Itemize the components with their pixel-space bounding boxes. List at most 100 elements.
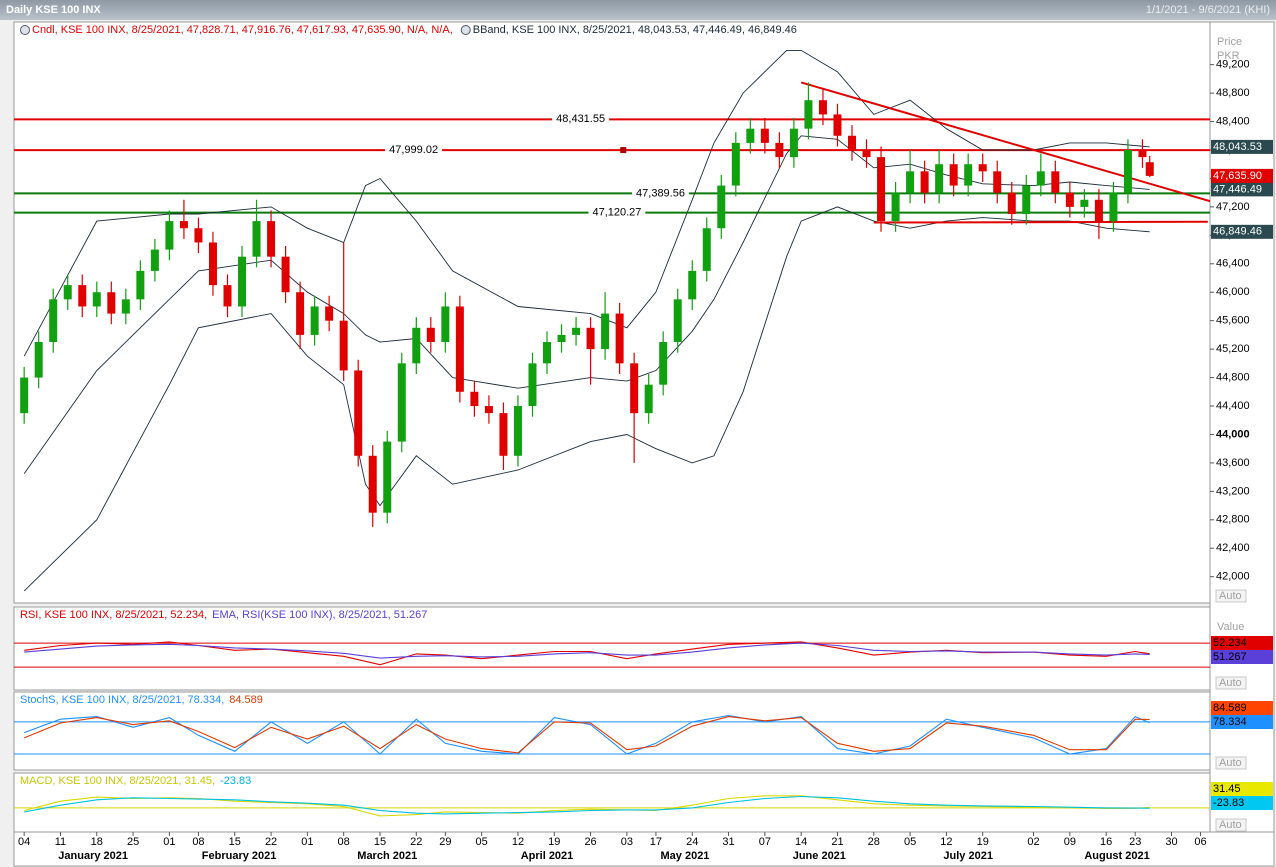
x-tick-label: 30: [1165, 836, 1177, 848]
close-value-label-bg: [1211, 168, 1273, 183]
x-tick-label: 09: [1064, 836, 1076, 848]
price-panel: [13, 21, 1211, 604]
legend-text: RSI, KSE 100 INX, 8/25/2021, 52.234,: [20, 609, 207, 621]
candle-body: [731, 142, 740, 186]
candle-body: [63, 285, 72, 300]
candle-body: [906, 171, 915, 193]
x-tick-label: 04: [18, 836, 30, 848]
month-label: June 2021: [793, 850, 846, 862]
candle-body: [383, 441, 392, 513]
candle-body: [673, 299, 682, 343]
x-tick-label: 01: [163, 836, 175, 848]
auto-label: Auto: [1219, 819, 1242, 831]
x-tick-label: 05: [476, 836, 488, 848]
indicator-line: [24, 642, 1150, 659]
x-tick-label: 22: [265, 836, 277, 848]
auto-button: [1215, 756, 1247, 770]
candle-body: [1022, 185, 1031, 215]
last-value-label-bg: [1211, 796, 1273, 810]
candle-body: [136, 270, 145, 300]
x-tick-label: 05: [904, 836, 916, 848]
x-tick-label: 08: [192, 836, 204, 848]
x-tick-label: 01: [301, 836, 313, 848]
auto-label: Auto: [1219, 757, 1242, 769]
x-tick-label: 06: [1194, 836, 1206, 848]
candle-body: [1145, 162, 1154, 176]
level-marker: [620, 147, 627, 154]
level-label: 47,120.27: [592, 206, 641, 218]
candle-body: [78, 285, 87, 307]
candle-body: [34, 342, 43, 378]
candle-body: [455, 306, 464, 392]
last-value-label-bg: [1211, 636, 1273, 650]
plot-area: [14, 641, 1210, 668]
x-tick-label: 11: [55, 836, 66, 848]
y-tick-label: 48,400: [1216, 115, 1250, 127]
last-value-label: 84.589: [1213, 702, 1247, 714]
candle-body: [935, 164, 944, 193]
legend-text: StochS, KSE 100 INX, 8/25/2021, 78.334,: [20, 694, 224, 706]
candle-body: [339, 320, 348, 371]
x-tick-label: 15: [229, 836, 241, 848]
band-value-label-bg: [1211, 224, 1273, 239]
axis-label: Price: [1217, 36, 1242, 48]
candle-body: [470, 391, 479, 407]
last-value-label: -23.83: [1213, 797, 1244, 809]
last-value-label-bg: [1211, 701, 1273, 715]
indicator-line: [23, 716, 1150, 754]
candle-body: [847, 135, 856, 151]
candle-body: [150, 249, 159, 271]
candle-body: [543, 342, 552, 364]
candle-body: [368, 455, 377, 513]
candle-body: [949, 164, 958, 186]
candle-body: [746, 128, 755, 143]
y-tick-label: 49,200: [1216, 59, 1250, 71]
value-axis-area: [1209, 21, 1275, 833]
x-tick-label: 12: [940, 836, 952, 848]
last-value-label: 51.267: [1213, 651, 1247, 663]
y-tick-label: 43,600: [1216, 457, 1250, 469]
candle-body: [659, 342, 668, 385]
candle-body: [920, 171, 929, 193]
candle-body: [1080, 199, 1089, 207]
candle-body: [862, 150, 871, 158]
candle-body: [165, 221, 174, 250]
bollinger-band: [23, 135, 1150, 474]
candle-body: [499, 413, 508, 456]
candle-body: [267, 221, 276, 257]
level-label-bg: [632, 186, 689, 201]
candle-body: [964, 164, 973, 186]
bollinger-band: [23, 49, 1150, 357]
x-tick-label: 29: [439, 836, 451, 848]
candle-body: [1094, 199, 1103, 222]
bollinger-band: [23, 206, 1150, 592]
last-value-label-bg: [1211, 650, 1273, 664]
candle-body: [1065, 192, 1074, 207]
level-label-bg: [588, 205, 646, 220]
candle-body: [484, 406, 493, 414]
band-value-label-bg: [1211, 182, 1273, 197]
month-label: August 2021: [1084, 850, 1149, 862]
y-tick-label: 45,200: [1216, 343, 1250, 355]
candle-body: [644, 384, 653, 414]
y-tick-label: 42,400: [1216, 542, 1250, 554]
level-label: 47,999.02: [389, 144, 438, 156]
plot-area: 48,431.55 47,999.02 47,389.56 47,120.27: [14, 49, 1210, 592]
candle-body: [1051, 171, 1060, 193]
x-tick-label: 07: [759, 836, 771, 848]
y-tick-label: 47,200: [1216, 201, 1250, 213]
level-label-bg: [385, 143, 443, 158]
candle-body: [179, 221, 188, 229]
candle-body: [252, 221, 261, 257]
candle-body: [296, 292, 305, 335]
trend-line: [800, 81, 1210, 203]
x-tick-label: 25: [127, 836, 139, 848]
candle-body: [107, 292, 116, 314]
x-tick-label: 15: [374, 836, 386, 848]
candle-body: [601, 313, 610, 350]
x-tick-label: 12: [512, 836, 524, 848]
x-tick-label: 16: [1100, 836, 1112, 848]
candle-body: [804, 100, 813, 129]
candle-body: [354, 370, 363, 456]
month-label: April 2021: [521, 850, 574, 862]
